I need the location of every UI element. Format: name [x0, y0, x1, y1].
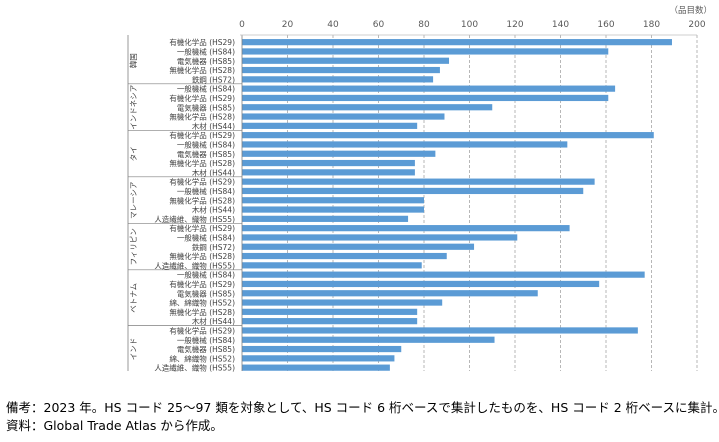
category-label: 一般機械 (HS84) — [177, 46, 235, 56]
category-label: 有機化学品 (HS29) — [169, 325, 235, 335]
category-label: 一般機械 (HS84) — [177, 232, 235, 242]
category-label: 電気機器 (HS85) — [177, 102, 235, 112]
bar — [242, 271, 645, 278]
bar — [242, 178, 595, 185]
category-label: 無機化学品 (HS28) — [169, 65, 235, 75]
x-tick-label: 180 — [643, 20, 660, 30]
bar — [242, 122, 418, 129]
category-label: 木材 (HS44) — [192, 316, 235, 326]
bar — [242, 159, 415, 167]
bar — [242, 225, 570, 232]
country-label: インド — [129, 338, 138, 361]
unit-label: （品目数） — [669, 5, 712, 16]
category-label: 電気機器 (HS85) — [177, 344, 235, 354]
bar — [242, 280, 600, 288]
x-tick-label: 100 — [461, 20, 478, 30]
bar — [242, 132, 654, 139]
bar — [242, 57, 450, 64]
bar — [242, 318, 418, 325]
category-label: 電気機器 (HS85) — [177, 149, 235, 159]
x-tick-label: 40 — [327, 20, 339, 30]
category-label: 木材 (HS44) — [192, 121, 235, 131]
x-tick-label: 160 — [597, 20, 614, 30]
country-label: ベトナム — [129, 283, 138, 313]
bar-chart: 0 20 40 60 80 100 120 140 160 180 200 （品目数） 有機化学品 (H… — [127, 5, 712, 373]
category-label: 一般機械 (HS84) — [177, 335, 235, 345]
bar — [242, 262, 422, 269]
category-label: 人造繊維、織物 (HS55) — [154, 260, 235, 270]
x-tick-label: 0 — [239, 20, 245, 30]
category-label: 無機化学品 (HS28) — [169, 251, 235, 261]
footnote-remarks: 備考：2023 年。HS コード 25～97 類を対象として、HS コード 6 … — [6, 400, 719, 415]
bar — [242, 113, 445, 120]
bar — [242, 187, 584, 195]
country-label: マレーシア — [129, 182, 138, 219]
category-label: 木材 (HS44) — [192, 167, 235, 177]
category-label: 綿、綿織物 (HS52) — [169, 353, 235, 363]
bar — [242, 243, 475, 250]
category-label: 人造繊維、織物 (HS55) — [154, 363, 235, 373]
bar — [242, 76, 434, 83]
bar — [242, 215, 409, 222]
bar — [242, 197, 424, 204]
category-label: 無機化学品 (HS28) — [169, 307, 235, 317]
x-tick-label: 120 — [506, 20, 523, 30]
country-label: インドネシア — [129, 85, 138, 130]
category-label: 一般機械 (HS84) — [177, 84, 235, 94]
x-tick-label: 60 — [373, 20, 385, 30]
category-label: 有機化学品 (HS29) — [169, 279, 235, 289]
bar — [242, 141, 568, 148]
country-label: タイ — [129, 146, 138, 161]
bar — [242, 85, 616, 92]
category-label: 一般機械 (HS84) — [177, 139, 235, 149]
bar — [242, 66, 440, 74]
category-label: 電気機器 (HS85) — [177, 288, 235, 298]
bar — [242, 94, 609, 102]
category-label: 木材 (HS44) — [192, 205, 235, 215]
bar — [242, 345, 402, 353]
bar — [242, 150, 436, 157]
category-label: 鉄鋼 (HS72) — [192, 242, 235, 252]
bar — [242, 364, 390, 371]
country-label: 韓国 — [128, 53, 138, 68]
bar — [242, 234, 518, 241]
category-label: 人造繊維、織物 (HS55) — [154, 214, 235, 224]
category-label: 有機化学品 (HS29) — [169, 37, 235, 47]
category-label: 有機化学品 (HS29) — [169, 93, 235, 103]
category-label: 有機化学品 (HS29) — [169, 223, 235, 233]
category-label: 電気機器 (HS85) — [177, 56, 235, 66]
bar — [242, 169, 415, 176]
category-label: 無機化学品 (HS28) — [169, 158, 235, 168]
category-label: 無機化学品 (HS28) — [169, 112, 235, 122]
bar — [242, 206, 424, 213]
bar — [242, 336, 495, 343]
bar — [242, 39, 672, 46]
bar — [242, 48, 609, 55]
category-label: 一般機械 (HS84) — [177, 270, 235, 280]
bar — [242, 355, 395, 362]
category-label: 鉄鋼 (HS72) — [192, 74, 235, 84]
bar — [242, 290, 538, 297]
x-tick-label: 20 — [282, 20, 294, 30]
bar — [242, 308, 418, 315]
x-tick-label: 80 — [418, 20, 430, 30]
category-label: 無機化学品 (HS28) — [169, 195, 235, 205]
category-label: 有機化学品 (HS29) — [169, 177, 235, 187]
country-label: フィリピン — [129, 228, 138, 265]
x-tick-label: 200 — [688, 20, 705, 30]
bar — [242, 252, 447, 260]
bar — [242, 327, 638, 334]
category-label: 一般機械 (HS84) — [177, 186, 235, 196]
footnote-source: 資料：Global Trade Atlas から作成。 — [6, 418, 223, 433]
category-label: 有機化学品 (HS29) — [169, 130, 235, 140]
category-label: 綿、綿織物 (HS52) — [169, 298, 235, 308]
bar — [242, 104, 493, 111]
x-tick-label: 140 — [552, 20, 569, 30]
bar — [242, 299, 443, 306]
